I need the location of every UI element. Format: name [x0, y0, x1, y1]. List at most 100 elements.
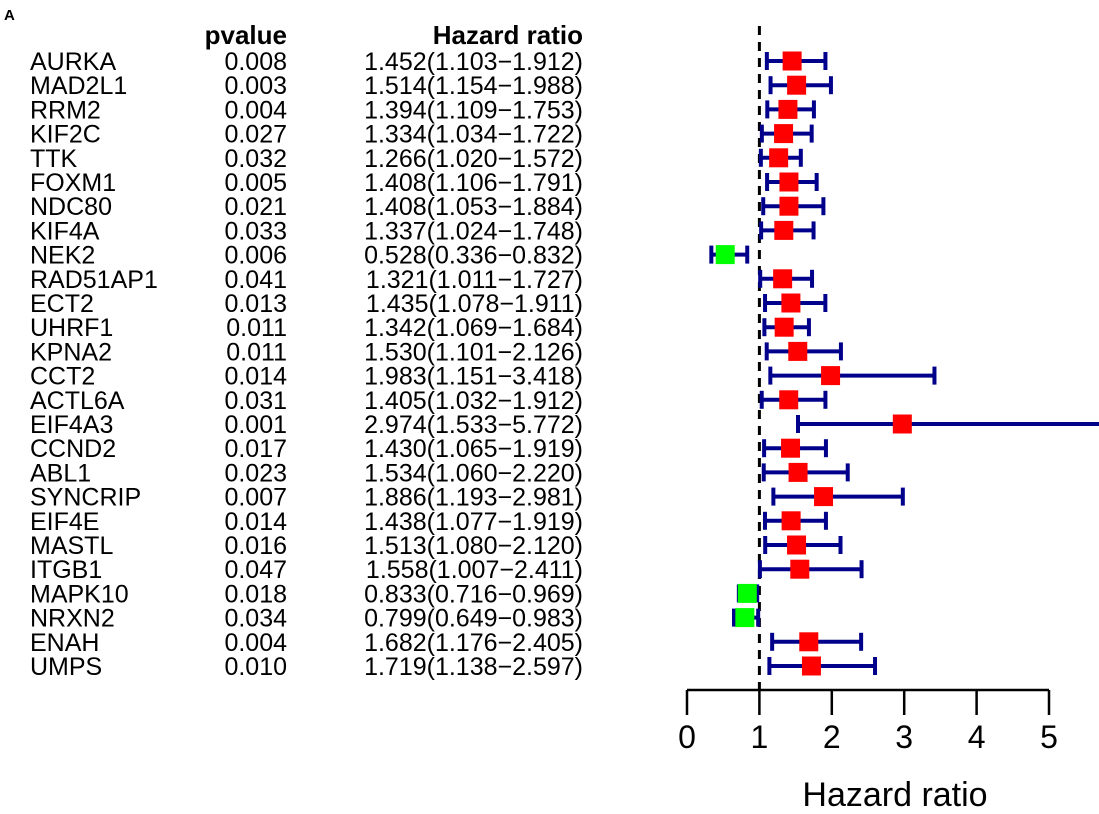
hazard-ratio-box: [787, 535, 807, 555]
x-axis-tick-label: 5: [1040, 719, 1058, 755]
gene-label: FOXM1: [30, 169, 116, 197]
hazard-ratio-cell: 1.321(1.011−1.727): [366, 266, 583, 294]
hazard-ratio-cell: 1.405(1.032−1.912): [364, 387, 583, 415]
pvalue-cell: 0.032: [224, 145, 287, 173]
hazard-ratio-cell: 1.394(1.109−1.753): [364, 96, 583, 124]
hazard-ratio-cell: 1.534(1.060−2.220): [364, 459, 583, 487]
hazard-ratio-cell: 1.342(1.069−1.684): [364, 314, 583, 342]
hazard-ratio-cell: 1.513(1.080−2.120): [364, 532, 583, 560]
pvalue-cell: 0.041: [224, 266, 287, 294]
pvalue-column-header: pvalue: [205, 20, 287, 50]
pvalue-cell: 0.001: [224, 411, 287, 439]
hazard-ratio-box: [799, 632, 819, 652]
hazard-ratio-cell: 1.408(1.053−1.884): [364, 193, 583, 221]
hazard-ratio-box: [782, 51, 802, 71]
hazard-ratio-box: [779, 172, 799, 192]
gene-label: AURKA: [30, 48, 116, 76]
pvalue-cell: 0.004: [224, 96, 287, 124]
gene-label: ITGB1: [30, 556, 102, 584]
gene-label: EIF4E: [30, 508, 99, 536]
gene-label: ABL1: [30, 459, 91, 487]
hazard-ratio-box: [735, 608, 755, 628]
pvalue-cell: 0.047: [224, 556, 287, 584]
hazard-ratio-cell: 0.833(0.716−0.969): [364, 580, 583, 608]
pvalue-cell: 0.016: [224, 532, 287, 560]
hazard-ratio-cell: 1.514(1.154−1.988): [364, 72, 583, 100]
hazard-ratio-cell: 0.799(0.649−0.983): [364, 605, 583, 633]
pvalue-cell: 0.008: [224, 48, 287, 76]
pvalue-cell: 0.018: [224, 580, 287, 608]
pvalue-cell: 0.011: [226, 338, 287, 366]
hazard-ratio-box: [774, 124, 794, 144]
gene-label: EIF4A3: [30, 411, 113, 439]
hazard-ratio-box: [787, 75, 807, 95]
hazard-ratio-box: [779, 196, 799, 216]
gene-label: KIF4A: [30, 217, 100, 245]
hazard-ratio-cell: 2.974(1.533−5.772): [364, 411, 583, 439]
hazard-ratio-cell: 1.430(1.065−1.919): [364, 435, 583, 463]
gene-label: KPNA2: [30, 338, 112, 366]
hazard-ratio-box: [801, 656, 821, 676]
gene-label: ENAH: [30, 629, 99, 657]
hazard-ratio-cell: 1.435(1.078−1.911): [366, 290, 583, 318]
hazard-ratio-cell: 1.886(1.193−2.981): [364, 484, 583, 512]
gene-label: ACTL6A: [30, 387, 125, 415]
hazard-ratio-box: [773, 269, 793, 289]
gene-label: UHRF1: [30, 314, 113, 342]
gene-label: RAD51AP1: [30, 266, 158, 294]
hazard-ratio-box: [790, 559, 810, 579]
pvalue-cell: 0.014: [224, 363, 287, 391]
gene-label: KIF2C: [30, 121, 101, 149]
pvalue-cell: 0.027: [224, 121, 287, 149]
hazard-ratio-box: [774, 317, 794, 337]
pvalue-cell: 0.011: [226, 314, 287, 342]
pvalue-cell: 0.014: [224, 508, 287, 536]
x-axis-tick-label: 3: [895, 719, 913, 755]
table-rows: AURKA 0.008 1.452(1.103−1.912) MAD2L1 0.003 1…: [30, 48, 583, 681]
hazard-ratio-box: [774, 220, 794, 240]
pvalue-cell: 0.033: [224, 217, 287, 245]
gene-label: NDC80: [30, 193, 112, 221]
gene-label: NEK2: [30, 242, 95, 270]
hazard-ratio-cell: 1.334(1.034−1.722): [364, 121, 583, 149]
hazard-ratio-box: [781, 438, 801, 458]
pvalue-cell: 0.034: [224, 605, 287, 633]
pvalue-cell: 0.006: [224, 242, 287, 270]
hazard-ratio-box: [781, 511, 801, 531]
x-axis-label: Hazard ratio: [802, 776, 987, 814]
pvalue-cell: 0.031: [224, 387, 287, 415]
plot-marks: [709, 26, 1099, 690]
gene-label: CCND2: [30, 435, 116, 463]
hazard-ratio-cell: 1.719(1.138−2.597): [364, 653, 583, 681]
gene-label: CCT2: [30, 363, 95, 391]
x-axis: 0 1 2 3 4 5: [678, 688, 1058, 755]
hazard-ratio-cell: 1.983(1.151−3.418): [364, 363, 583, 391]
hazard-ratio-cell: 1.530(1.101−2.126): [364, 338, 583, 366]
pvalue-cell: 0.004: [224, 629, 287, 657]
hazard-ratio-box: [779, 390, 799, 410]
hazard-ratio-column-header: Hazard ratio: [433, 20, 583, 50]
hazard-ratio-box: [788, 462, 808, 482]
gene-label: RRM2: [30, 96, 101, 124]
x-axis-tick-label: 0: [678, 719, 696, 755]
pvalue-cell: 0.013: [224, 290, 287, 318]
hazard-ratio-cell: 0.528(0.336−0.832): [364, 242, 583, 270]
pvalue-cell: 0.003: [224, 72, 287, 100]
x-axis-tick-label: 4: [968, 719, 986, 755]
gene-label: MAD2L1: [30, 72, 127, 100]
pvalue-cell: 0.005: [224, 169, 287, 197]
pvalue-cell: 0.007: [224, 484, 287, 512]
hazard-ratio-cell: 1.266(1.020−1.572): [364, 145, 583, 173]
hazard-ratio-box: [892, 414, 912, 434]
x-axis-tick-label: 2: [823, 719, 841, 755]
gene-label: UMPS: [30, 653, 102, 681]
pvalue-cell: 0.010: [224, 653, 287, 681]
hazard-ratio-cell: 1.408(1.106−1.791): [364, 169, 583, 197]
hazard-ratio-box: [788, 341, 808, 361]
pvalue-cell: 0.017: [224, 435, 287, 463]
hazard-ratio-box: [781, 293, 801, 313]
gene-label: MASTL: [30, 532, 113, 560]
hazard-ratio-cell: 1.337(1.024−1.748): [364, 217, 583, 245]
hazard-ratio-box: [814, 487, 834, 507]
